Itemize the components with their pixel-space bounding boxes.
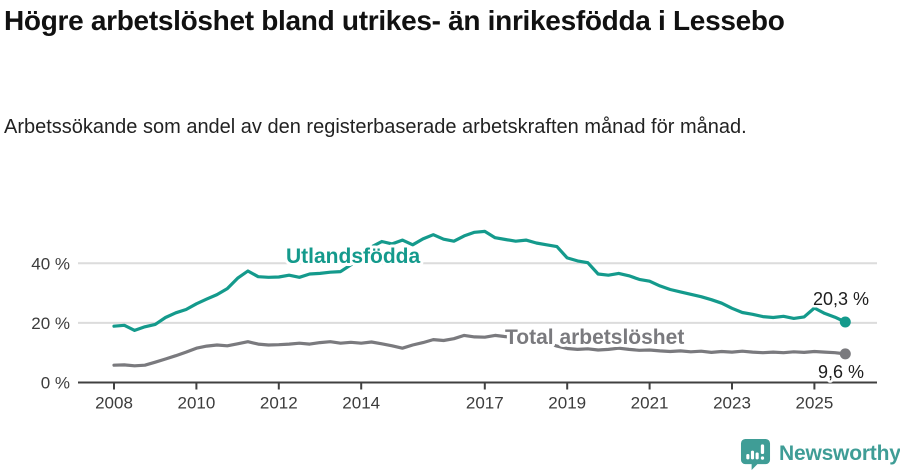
x-axis-label-2010: 2010: [177, 394, 215, 413]
end-value-label-foreign-born: 20,3 %: [813, 289, 869, 309]
x-axis-label-2025: 2025: [795, 394, 833, 413]
series-label-total: Total arbetslöshet: [505, 326, 684, 349]
x-axis-label-2017: 2017: [466, 394, 504, 413]
series-label-foreign-born: Utlandsfödda: [286, 245, 420, 268]
x-axis-label-2023: 2023: [713, 394, 751, 413]
chart-subtitle: Arbetssökande som andel av den registerb…: [4, 116, 747, 138]
x-axis-label-2012: 2012: [260, 394, 298, 413]
newsworthy-bubble-chart-icon: [740, 438, 771, 470]
x-axis-label-2021: 2021: [631, 394, 669, 413]
y-axis-label-20: 20 %: [31, 314, 70, 333]
brand-name: Newsworthy: [779, 442, 900, 465]
x-axis-label-2019: 2019: [548, 394, 586, 413]
line-series-foreign-born: [112, 229, 847, 332]
end-dot-foreign-born: [839, 316, 851, 328]
y-axis-label-0: 0 %: [41, 374, 70, 393]
x-axis-label-2008: 2008: [95, 394, 133, 413]
end-value-label-total: 9,6 %: [818, 362, 864, 382]
line-series-total: [112, 333, 847, 368]
end-dot-total: [839, 348, 851, 360]
chart-title: Högre arbetslöshet bland utrikes- än inr…: [4, 5, 785, 36]
newsworthy-logo: Newsworthy: [740, 438, 900, 470]
x-axis-label-2014: 2014: [342, 394, 380, 413]
y-axis-label-40: 40 %: [31, 254, 70, 273]
